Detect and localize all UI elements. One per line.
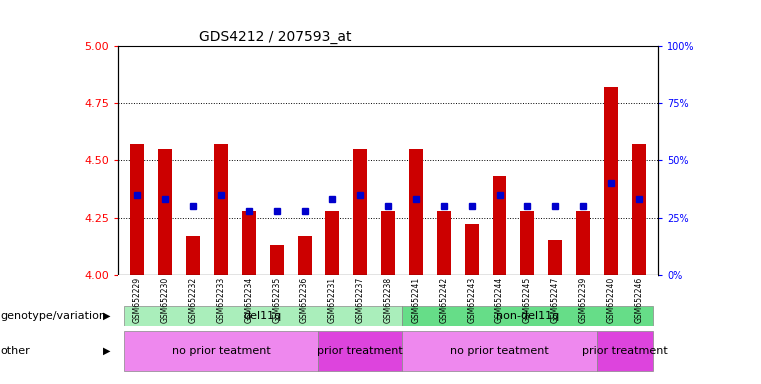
Bar (353, 149, 368, 275)
Text: no prior teatment: no prior teatment (172, 346, 270, 356)
Bar (492, 176, 507, 275)
Text: GSM652239: GSM652239 (578, 277, 587, 323)
Text: ▶: ▶ (103, 346, 110, 356)
Bar (521, 211, 534, 275)
Bar (123, 306, 402, 326)
Text: other: other (0, 346, 30, 356)
Text: GSM652233: GSM652233 (216, 277, 225, 323)
Text: GSM652246: GSM652246 (634, 277, 643, 323)
Text: genotype/variation: genotype/variation (0, 311, 106, 321)
Text: GSM652238: GSM652238 (384, 277, 393, 323)
Bar (298, 236, 311, 275)
Text: GSM652241: GSM652241 (412, 277, 421, 323)
Bar (242, 211, 256, 275)
Text: GDS4212 / 207593_at: GDS4212 / 207593_at (199, 30, 352, 44)
Bar (402, 306, 653, 326)
Text: GSM652244: GSM652244 (495, 277, 504, 323)
Bar (186, 236, 200, 275)
Bar (158, 149, 172, 275)
Text: prior treatment: prior treatment (317, 346, 403, 356)
Bar (409, 149, 423, 275)
Text: GSM652232: GSM652232 (189, 277, 198, 323)
Text: GSM652229: GSM652229 (133, 277, 142, 323)
Text: no prior teatment: no prior teatment (451, 346, 549, 356)
Text: GSM652245: GSM652245 (523, 277, 532, 323)
Text: del11q: del11q (244, 311, 282, 321)
Text: GSM652236: GSM652236 (300, 277, 309, 323)
Bar (597, 331, 653, 371)
Text: GSM652242: GSM652242 (439, 277, 448, 323)
Bar (548, 240, 562, 275)
Bar (130, 144, 145, 275)
Text: GSM652247: GSM652247 (551, 277, 560, 323)
Bar (123, 331, 319, 371)
Bar (319, 331, 402, 371)
Bar (214, 144, 228, 275)
Text: ▶: ▶ (103, 311, 110, 321)
Bar (437, 211, 451, 275)
Text: GSM652230: GSM652230 (161, 277, 170, 323)
Text: GSM652243: GSM652243 (467, 277, 476, 323)
Bar (604, 87, 618, 275)
Text: GSM652234: GSM652234 (244, 277, 253, 323)
Bar (269, 245, 284, 275)
Text: GSM652237: GSM652237 (355, 277, 365, 323)
Text: prior treatment: prior treatment (582, 346, 667, 356)
Bar (381, 211, 395, 275)
Bar (402, 331, 597, 371)
Bar (632, 144, 646, 275)
Text: GSM652235: GSM652235 (272, 277, 282, 323)
Bar (326, 211, 339, 275)
Text: GSM652240: GSM652240 (607, 277, 616, 323)
Bar (465, 224, 479, 275)
Text: non-del11q: non-del11q (495, 311, 559, 321)
Text: GSM652231: GSM652231 (328, 277, 337, 323)
Bar (576, 211, 590, 275)
